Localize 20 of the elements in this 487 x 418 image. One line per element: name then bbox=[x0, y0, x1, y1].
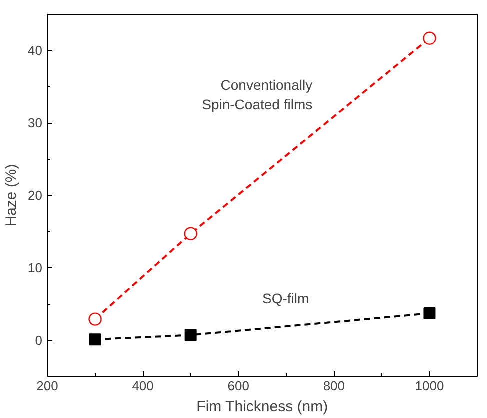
point bbox=[424, 308, 436, 320]
x-tick-label: 600 bbox=[228, 378, 250, 394]
x-tick-label: 200 bbox=[36, 378, 58, 394]
point bbox=[184, 329, 197, 342]
y-tick-label: 40 bbox=[28, 43, 43, 58]
y-tick-label: 20 bbox=[28, 188, 43, 203]
x-tick-label: 1000 bbox=[415, 378, 444, 394]
series-label: SQ-film bbox=[262, 290, 310, 307]
x-tick-label: 400 bbox=[132, 378, 154, 394]
y-axis-title: Haze (%) bbox=[3, 164, 20, 227]
x-axis-title: Fim Thickness (nm) bbox=[196, 398, 328, 416]
y-tick-label: 30 bbox=[28, 116, 43, 131]
point bbox=[88, 312, 102, 326]
point bbox=[89, 334, 102, 346]
point bbox=[184, 227, 198, 240]
y-tick-label: 10 bbox=[28, 260, 43, 276]
series-label: Conventionally Spin-Coated films bbox=[202, 77, 313, 112]
y-tick-label: 0 bbox=[35, 332, 43, 348]
x-tick-label: 800 bbox=[323, 378, 346, 394]
point bbox=[423, 32, 436, 45]
